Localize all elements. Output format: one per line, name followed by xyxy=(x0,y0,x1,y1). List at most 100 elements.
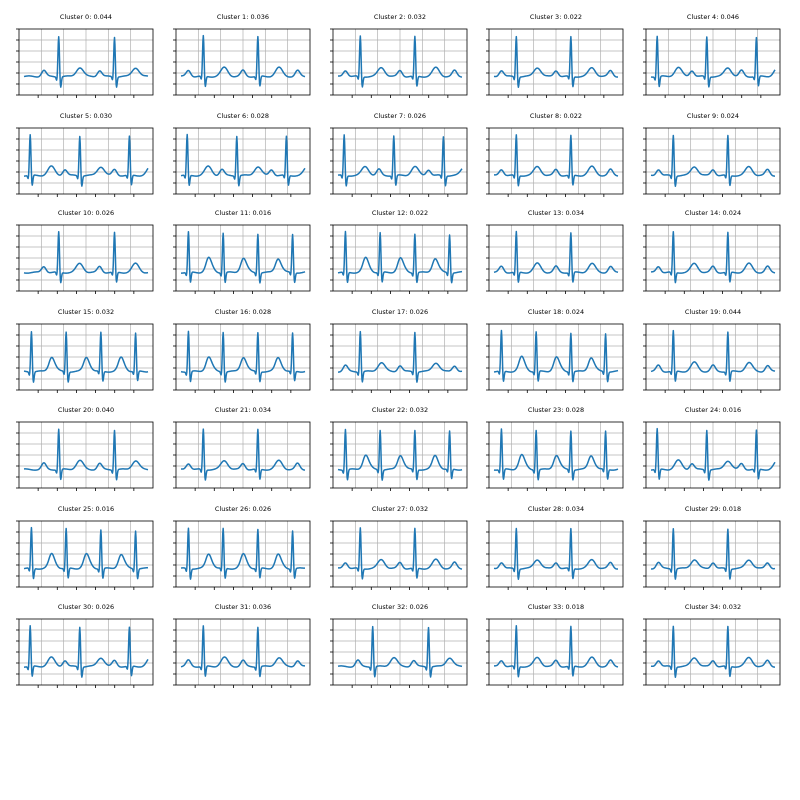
ecg-trace-line xyxy=(493,35,619,89)
axes-frame xyxy=(18,520,154,588)
axes-frame xyxy=(645,421,781,489)
panel-title: Cluster 2: 0.032 xyxy=(374,13,426,21)
axes-frame xyxy=(488,520,624,588)
panel-6: Cluster 6: 0.028 xyxy=(173,112,311,197)
panel-title: Cluster 25: 0.016 xyxy=(58,505,114,513)
panel-1: Cluster 1: 0.036 xyxy=(173,13,311,98)
ecg-trace-line xyxy=(650,230,776,284)
ecg-trace-line xyxy=(493,625,619,678)
axes-frame xyxy=(18,618,154,686)
panel-18: Cluster 18: 0.024 xyxy=(486,308,624,393)
panel-4: Cluster 4: 0.046 xyxy=(643,13,781,98)
ecg-trace-line xyxy=(493,329,619,383)
ecg-trace-line xyxy=(180,133,306,187)
panel-2: Cluster 2: 0.032 xyxy=(330,13,468,98)
panel-12: Cluster 12: 0.022 xyxy=(330,209,468,294)
ecg-trace-line xyxy=(650,528,776,580)
panel-title: Cluster 10: 0.026 xyxy=(58,209,114,217)
panel-title: Cluster 13: 0.034 xyxy=(528,209,584,217)
panel-title: Cluster 27: 0.032 xyxy=(372,505,428,513)
axes-frame xyxy=(18,127,154,195)
ecg-trace-line xyxy=(493,134,619,187)
ecg-trace-line xyxy=(180,34,306,88)
axes-frame xyxy=(645,618,781,686)
ecg-trace-line xyxy=(493,527,619,581)
panel-32: Cluster 32: 0.026 xyxy=(330,603,468,688)
ecg-trace-line xyxy=(650,134,776,187)
panel-title: Cluster 26: 0.026 xyxy=(215,505,271,513)
axes-frame xyxy=(175,224,311,292)
panel-title: Cluster 7: 0.026 xyxy=(374,112,426,120)
axes-frame xyxy=(488,323,624,391)
panel-26: Cluster 26: 0.026 xyxy=(173,505,311,590)
panel-title: Cluster 20: 0.040 xyxy=(58,406,114,414)
panel-title: Cluster 28: 0.034 xyxy=(528,505,584,513)
panel-title: Cluster 32: 0.026 xyxy=(372,603,428,611)
panel-30: Cluster 30: 0.026 xyxy=(16,603,154,688)
panel-title: Cluster 16: 0.028 xyxy=(215,308,271,316)
axes-frame xyxy=(488,224,624,292)
ecg-trace-line xyxy=(650,35,776,88)
ecg-trace-line xyxy=(180,527,306,580)
panel-7: Cluster 7: 0.026 xyxy=(330,112,468,197)
ecg-trace-line xyxy=(23,625,149,678)
panel-11: Cluster 11: 0.016 xyxy=(173,209,311,294)
panel-title: Cluster 14: 0.024 xyxy=(685,209,741,217)
panel-title: Cluster 33: 0.018 xyxy=(528,603,584,611)
panel-title: Cluster 34: 0.032 xyxy=(685,603,741,611)
axes-frame xyxy=(645,28,781,96)
panel-17: Cluster 17: 0.026 xyxy=(330,308,468,393)
axes-frame xyxy=(175,28,311,96)
ecg-trace-line xyxy=(650,329,776,382)
panel-title: Cluster 23: 0.028 xyxy=(528,406,584,414)
panel-13: Cluster 13: 0.034 xyxy=(486,209,624,294)
axes-frame xyxy=(175,421,311,489)
panel-20: Cluster 20: 0.040 xyxy=(16,406,154,491)
panel-15: Cluster 15: 0.032 xyxy=(16,308,154,393)
axes-frame xyxy=(488,28,624,96)
ecg-trace-line xyxy=(180,330,306,383)
panel-33: Cluster 33: 0.018 xyxy=(486,603,624,688)
panel-title: Cluster 12: 0.022 xyxy=(372,209,428,217)
panel-28: Cluster 28: 0.034 xyxy=(486,505,624,590)
panel-title: Cluster 24: 0.016 xyxy=(685,406,741,414)
panel-24: Cluster 24: 0.016 xyxy=(643,406,781,491)
panel-title: Cluster 15: 0.032 xyxy=(58,308,114,316)
axes-frame xyxy=(645,520,781,588)
axes-frame xyxy=(18,421,154,489)
panel-title: Cluster 29: 0.018 xyxy=(685,505,741,513)
axes-frame xyxy=(175,323,311,391)
panel-14: Cluster 14: 0.024 xyxy=(643,209,781,294)
panel-9: Cluster 9: 0.024 xyxy=(643,112,781,197)
ecg-trace-line xyxy=(180,625,306,678)
panel-3: Cluster 3: 0.022 xyxy=(486,13,624,98)
panel-25: Cluster 25: 0.016 xyxy=(16,505,154,590)
panel-23: Cluster 23: 0.028 xyxy=(486,406,624,491)
ecg-trace-line xyxy=(337,625,463,678)
panel-title: Cluster 4: 0.046 xyxy=(687,13,739,21)
ecg-trace-line xyxy=(23,428,149,481)
axes-frame xyxy=(18,224,154,292)
axes-frame xyxy=(332,224,468,292)
panel-title: Cluster 19: 0.044 xyxy=(685,308,741,316)
axes-frame xyxy=(18,323,154,391)
panel-22: Cluster 22: 0.032 xyxy=(330,406,468,491)
panel-10: Cluster 10: 0.026 xyxy=(16,209,154,294)
axes-frame xyxy=(332,28,468,96)
ecg-trace-line xyxy=(493,428,619,481)
panel-title: Cluster 21: 0.034 xyxy=(215,406,271,414)
ecg-trace-line xyxy=(23,36,149,88)
panel-5: Cluster 5: 0.030 xyxy=(16,112,154,197)
axes-frame xyxy=(175,520,311,588)
ecg-trace-line xyxy=(23,230,149,284)
axes-frame xyxy=(175,127,311,195)
ecg-trace-line xyxy=(337,230,463,284)
ecg-trace-line xyxy=(180,428,306,481)
panel-title: Cluster 3: 0.022 xyxy=(530,13,582,21)
ecg-trace-line xyxy=(337,35,463,88)
ecg-trace-line xyxy=(337,428,463,481)
ecg-trace-line xyxy=(650,427,776,481)
panel-title: Cluster 30: 0.026 xyxy=(58,603,114,611)
panel-title: Cluster 11: 0.016 xyxy=(215,209,271,217)
